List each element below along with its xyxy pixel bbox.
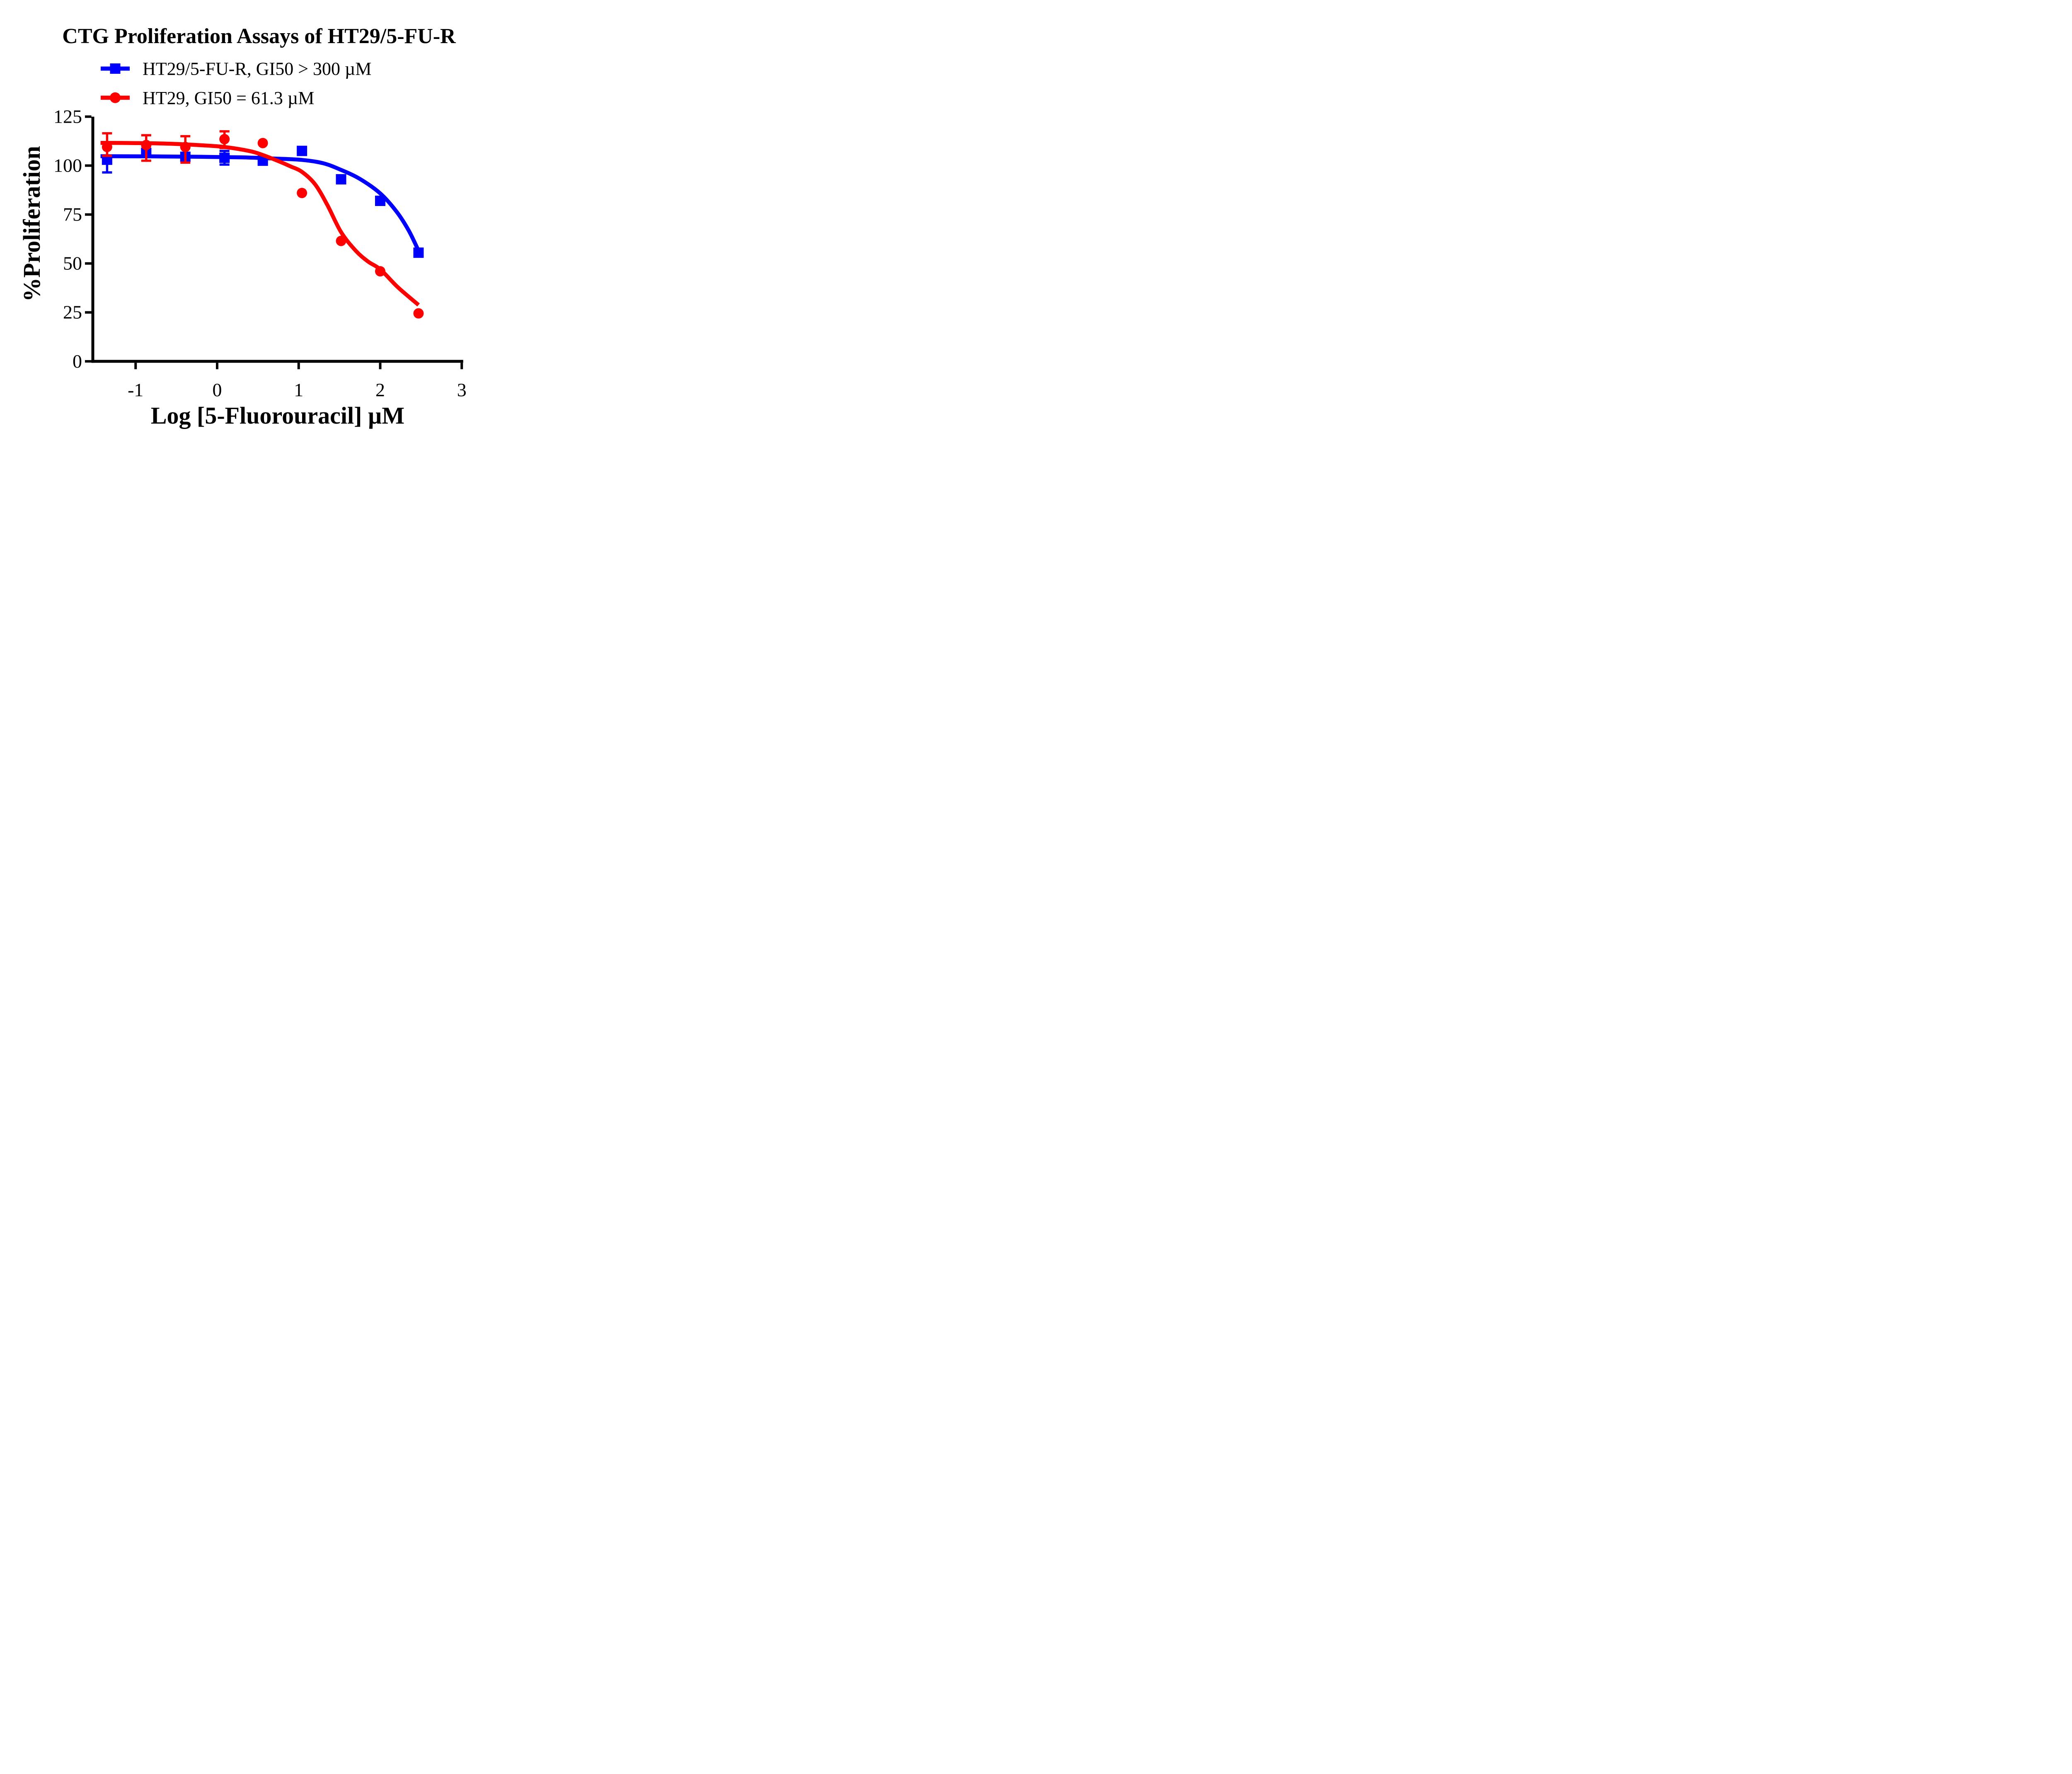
HT29/5-FU-R-data-point-marker — [219, 153, 230, 163]
HT29-data-point-marker — [219, 134, 230, 145]
y-tick-label: 100 — [53, 155, 82, 176]
y-axis-label: %Proliferation — [18, 146, 45, 302]
HT29-data-point-marker — [297, 188, 307, 199]
HT29/5-FU-R-data-point-marker — [375, 196, 385, 206]
chart-title: CTG Proliferation Assays of HT29/5-FU-R — [62, 24, 456, 48]
HT29/5-FU-R-fit-curve — [100, 154, 421, 252]
y-tick-label: 50 — [63, 253, 82, 274]
legend-item-ht29-5fu-r: HT29/5-FU-R, GI50 > 300 µM — [101, 59, 372, 79]
HT29-fit-curve — [100, 141, 420, 307]
HT29-data-point-marker — [102, 142, 112, 153]
legend-square-marker — [110, 63, 121, 74]
x-tick-label: 3 — [457, 379, 467, 400]
x-tick-label: -1 — [128, 379, 143, 400]
HT29-data-point-marker — [180, 142, 191, 153]
y-tick-label: 25 — [63, 302, 82, 323]
HT29-data-point-marker — [336, 235, 346, 246]
HT29-data-point-marker — [141, 140, 152, 150]
y-tick-label: 0 — [73, 351, 82, 372]
HT29-data-point-marker — [413, 308, 424, 319]
x-tick-label: 2 — [375, 379, 385, 400]
HT29-data-point-marker — [257, 138, 268, 148]
HT29/5-FU-R-data-point-marker — [336, 174, 346, 185]
HT29-data-point-marker — [375, 266, 385, 277]
legend-label-ht29-5fu-r: HT29/5-FU-R, GI50 > 300 µM — [143, 59, 372, 79]
legend-circle-marker — [110, 92, 121, 103]
y-tick-label: 125 — [53, 106, 82, 127]
HT29/5-FU-R-data-point-marker — [413, 247, 424, 258]
figure-page: CTG Proliferation Assays of HT29/5-FU-R … — [0, 0, 519, 444]
legend-label-ht29: HT29, GI50 = 61.3 µM — [143, 88, 314, 108]
x-axis-label: Log [5-Fluorouracil] µM — [151, 402, 404, 429]
proliferation-chart: CTG Proliferation Assays of HT29/5-FU-R … — [18, 24, 467, 429]
legend: HT29/5-FU-R, GI50 > 300 µM HT29, GI50 = … — [101, 59, 372, 108]
plot-area: 0 25 50 75 100 125 -1 0 1 2 3 — [53, 106, 467, 400]
x-tick-label: 1 — [294, 379, 303, 400]
HT29/5-FU-R-data-point-marker — [297, 145, 307, 156]
y-tick-label: 75 — [63, 204, 82, 225]
legend-item-ht29: HT29, GI50 = 61.3 µM — [101, 88, 314, 108]
x-tick-label: 0 — [213, 379, 222, 400]
